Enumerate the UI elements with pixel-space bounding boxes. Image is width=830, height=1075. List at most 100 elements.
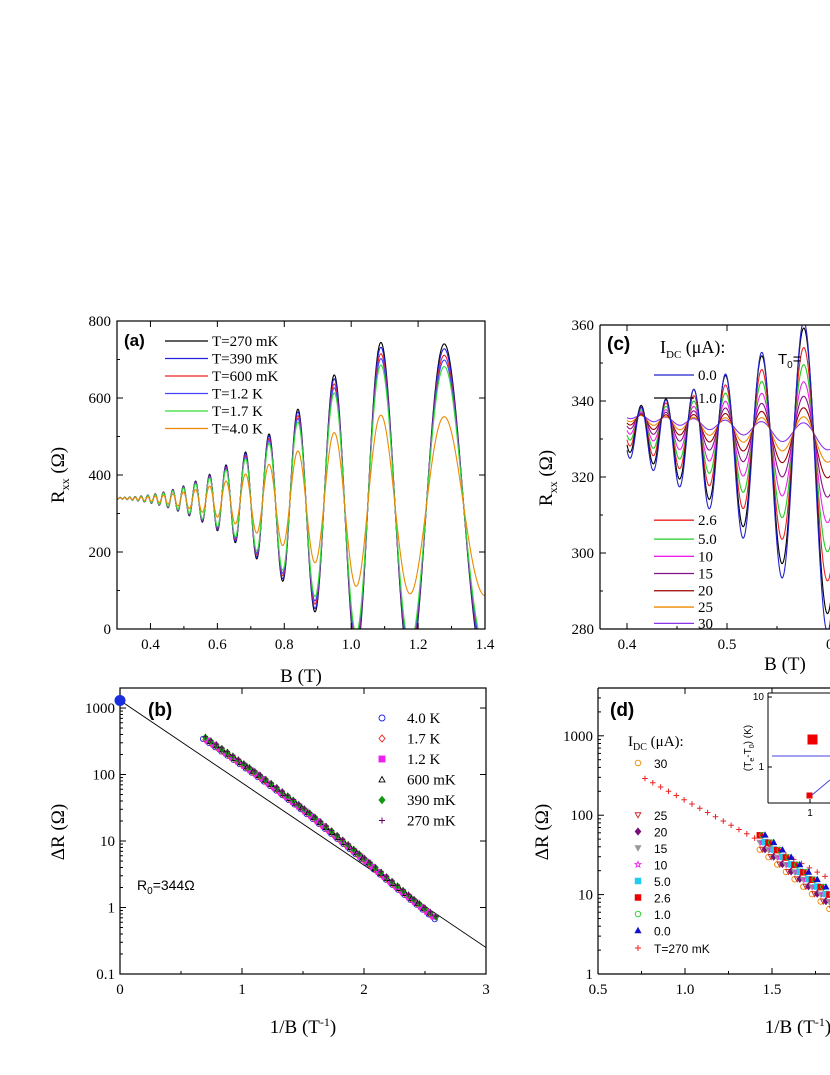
c-legend-label: 0.0 [698, 368, 717, 384]
b-data-point [427, 909, 434, 915]
b-legend-marker [378, 795, 386, 805]
a-legend-label: T=600 mK [212, 369, 279, 385]
a-xtick-label: 0.4 [141, 637, 160, 653]
a-xtick-label: 0.6 [208, 637, 227, 653]
a-xtick-label: 0.8 [275, 637, 294, 653]
c-legend-label: 25 [698, 600, 713, 616]
b-data-point [394, 882, 401, 888]
d-data-point [673, 792, 680, 799]
inset-line [811, 779, 830, 796]
a-ytick-label: 0 [104, 622, 112, 638]
a-legend-label: T=4.0 K [212, 422, 263, 438]
a-series-line [117, 341, 476, 629]
d-legend-marker [634, 926, 642, 934]
b-data-point [422, 904, 428, 911]
d-xtick-label: 0.5 [589, 982, 608, 998]
panel-d-ylabel: ΔR (Ω) [532, 804, 553, 860]
b-data-point [213, 741, 219, 747]
b-data-point [323, 823, 329, 829]
c-series-line [626, 325, 830, 629]
panel-a: 0.4 0.6 0.8 1.0 1.2 1.4 0 200 400 600 800 (a) T=27… [48, 314, 495, 687]
c-ytick-label: 300 [572, 546, 595, 562]
b-data-point [279, 788, 285, 794]
b-data-point [312, 814, 318, 820]
d-data-point [736, 826, 742, 833]
d-legend-label: 15 [654, 842, 668, 856]
d-legend-label: 0.0 [654, 925, 671, 939]
b-legend-marker [378, 714, 386, 722]
d-legend-marker [634, 812, 642, 819]
b-data-point [345, 841, 351, 847]
c-xtick-label: 0.5 [718, 637, 737, 653]
d-legend-marker [634, 910, 642, 918]
b-data-point [362, 855, 368, 861]
b-data-point [307, 809, 313, 816]
d-legend-label: 1.0 [654, 908, 671, 922]
panel-d-inset: 10 1 1 (Te-T0) (K) [743, 692, 830, 819]
b-data-point [347, 844, 354, 851]
b-legend-label: 390 mK [407, 793, 456, 809]
c-series-line [626, 364, 830, 553]
inset-background [768, 693, 830, 803]
d-legend-label: 25 [654, 809, 668, 823]
b-data-point [301, 805, 307, 811]
d-data-point [642, 775, 648, 782]
panel-b-xlabel: 1/B (T-1) [270, 1015, 336, 1038]
a-legend-label: T=1.2 K [212, 387, 263, 403]
panel-b-ylabel: ΔR (Ω) [48, 804, 69, 860]
b-intercept-point [114, 694, 126, 706]
d-ytick-label: 100 [571, 808, 594, 824]
d-data-point [806, 865, 813, 871]
d-ytick-label: 10 [578, 888, 593, 904]
b-legend-label: 270 mK [407, 814, 456, 830]
b-xtick-label: 2 [360, 982, 368, 998]
panel-a-ylabel: Rxx (Ω) [48, 447, 72, 503]
b-data-point [296, 801, 302, 807]
a-legend-label: T=390 mK [212, 352, 279, 368]
a-xtick-label: 1.0 [342, 637, 361, 653]
d-data-point [696, 805, 703, 812]
a-ytick-label: 200 [89, 545, 112, 561]
a-series-line [117, 358, 478, 629]
b-legend-label: 1.2 K [407, 752, 441, 768]
d-xtick-label: 1.5 [763, 982, 782, 998]
b-data-point [252, 768, 258, 774]
a-legend-label: T=1.7 K [212, 404, 263, 420]
b-legend-marker [379, 817, 385, 824]
b-legend-label: 600 mK [407, 773, 456, 789]
d-data-point [650, 779, 656, 786]
b-ytick-label: 100 [93, 768, 116, 784]
d-data-point [822, 873, 828, 880]
b-data-point [268, 780, 274, 786]
d-ytick-label: 1000 [563, 729, 593, 745]
b-data-point [389, 878, 395, 884]
c-legend-label: 5.0 [698, 532, 717, 548]
a-series-line [117, 346, 477, 629]
b-legend-marker [378, 775, 386, 783]
c-legend-label: 1.0 [698, 391, 717, 407]
c-xtick-label: 0.4 [618, 637, 637, 653]
panel-d-xlabel: 1/B (T-1) [765, 1015, 830, 1038]
b-data-point [329, 827, 335, 833]
a-ytick-label: 800 [89, 314, 112, 330]
d-data-point [778, 846, 787, 853]
b-data-point [241, 760, 247, 766]
b-legend-label: 1.7 K [407, 732, 441, 748]
d-data-point [665, 788, 672, 795]
b-ytick-label: 1000 [85, 701, 115, 717]
d-data-point [826, 891, 830, 898]
d-legend-label: 30 [654, 757, 668, 771]
b-data-point [334, 832, 340, 838]
b-data-point [202, 733, 208, 740]
inset-data-point [806, 792, 813, 799]
panel-c-legend-title: IDC (μA): [660, 337, 725, 361]
b-data-point [274, 784, 280, 790]
c-series-line [626, 395, 830, 498]
panel-b-label: (b) [148, 700, 172, 721]
panel-a-xlabel: B (T) [280, 666, 322, 687]
d-legend-marker [634, 894, 642, 901]
b-data-point [405, 891, 412, 897]
c-series-line [626, 414, 830, 463]
d-data-point [828, 891, 830, 897]
